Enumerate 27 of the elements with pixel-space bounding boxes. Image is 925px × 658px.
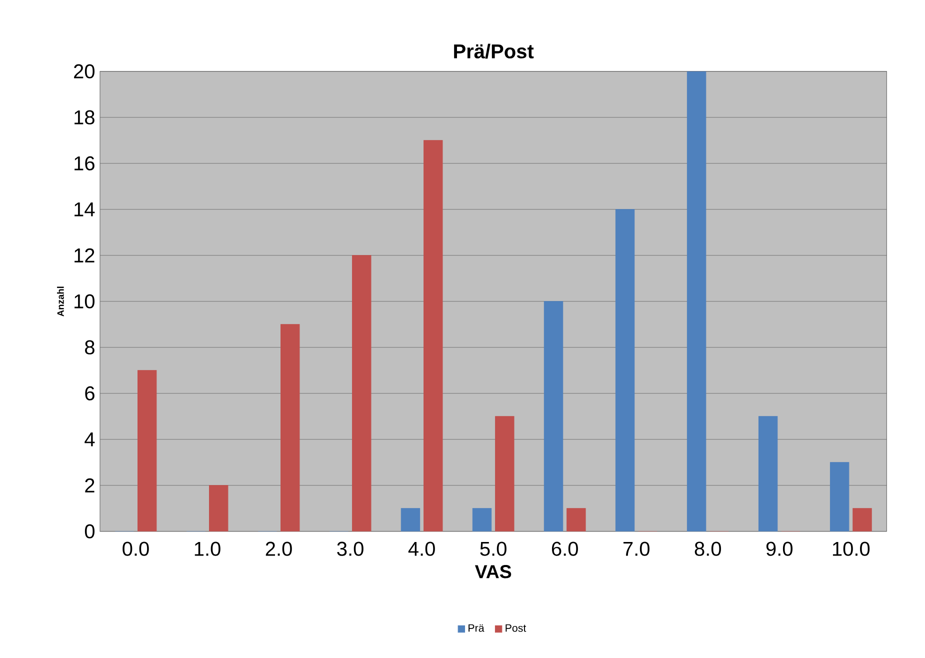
x-tick-label: 6.0 bbox=[552, 542, 578, 556]
chart-title: Prä/Post bbox=[454, 44, 534, 59]
y-tick-label: 16 bbox=[74, 156, 94, 170]
x-tick-label: 9.0 bbox=[766, 542, 793, 556]
y-tick-label: 2 bbox=[85, 478, 94, 492]
x-tick-label: 2.0 bbox=[266, 542, 292, 556]
x-tick-label: 1.0 bbox=[194, 542, 220, 556]
y-tick-label: 18 bbox=[74, 110, 94, 124]
y-tick-label: 8 bbox=[85, 340, 94, 354]
y-tick-label: 20 bbox=[74, 64, 94, 78]
y-tick-label: 6 bbox=[85, 386, 94, 400]
x-tick-label: 3.0 bbox=[337, 542, 364, 556]
x-tick-label: 4.0 bbox=[408, 542, 435, 556]
legend-label: Post bbox=[506, 624, 526, 632]
x-tick-label: 7.0 bbox=[623, 542, 650, 556]
y-tick-label: 4 bbox=[84, 432, 95, 446]
y-tick-label: 14 bbox=[74, 202, 95, 216]
x-axis-title: VAS bbox=[474, 565, 512, 578]
x-tick-label: 8.0 bbox=[694, 542, 721, 556]
legend-label: Prä bbox=[468, 624, 484, 632]
y-tick-label: 12 bbox=[74, 248, 94, 262]
x-tick-label: 10.0 bbox=[832, 542, 870, 556]
y-tick-label: 0 bbox=[84, 524, 94, 538]
x-tick-label: 0.0 bbox=[122, 542, 149, 556]
y-tick-label: 10 bbox=[74, 294, 94, 308]
y-axis-title: Anzahl bbox=[57, 286, 64, 316]
x-tick-label: 5.0 bbox=[480, 542, 506, 556]
